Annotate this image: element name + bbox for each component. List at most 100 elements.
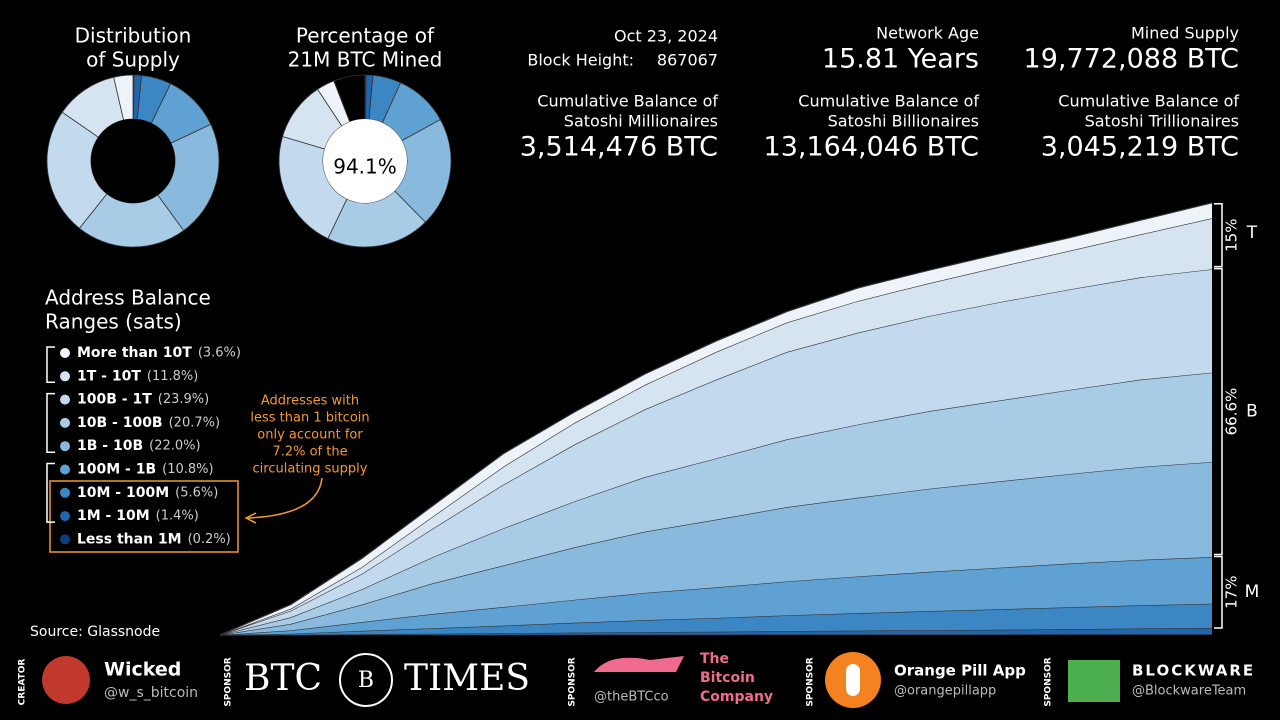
legend-value: (3.6%) [198,346,241,361]
annotation-arrow [247,477,323,519]
band-edge [219,202,1213,636]
legend-label: 1B - 10B [77,438,143,454]
annotation-line: only account for [257,428,363,443]
bracket [1214,203,1223,268]
sponsor-logo [594,656,684,672]
sponsor-name: BTC [244,658,322,699]
stat-label: Satoshi Billionaires [828,112,979,131]
stat-value: 3,514,476 BTC [520,132,718,163]
stat-label: Cumulative Balance of [1058,92,1239,111]
bracket-letter: T [1246,223,1258,243]
legend-dot [60,348,70,358]
age-label: Network Age [876,24,979,43]
legend-value: (11.8%) [147,369,198,384]
legend-dot [60,534,70,545]
creator: Wicked [104,659,181,681]
legend-value: (23.9%) [158,392,209,407]
sponsor-logo [339,653,393,707]
stats: Oct 23, 2024 Block Height: 867067 Networ… [520,24,1240,163]
annotation-line: circulating supply [253,462,368,477]
annotation-line: 7.2% of the [272,445,347,460]
footer: CREATOR Wicked @w_s_bitcoin SPONSOR BTC … [0,642,1280,720]
sponsor-name: Orange Pill App [894,662,1026,680]
footer-bg [0,642,1280,720]
annotation: Addresses with less than 1 bitcoin only … [49,394,370,553]
sponsor-logo-letter: B [358,668,374,693]
bracket-share: 66.6% [1223,388,1241,436]
annotation-line: less than 1 bitcoin [250,411,369,426]
sponsor-logo-pill [846,664,860,696]
area-band [220,461,1212,635]
tag: CREATOR [18,659,28,706]
stat-label: Satoshi Millionaires [564,112,718,131]
donut-title: of Supply [86,48,180,72]
sponsor-name: Company [700,689,773,705]
mined-label: Mined Supply [1131,24,1239,43]
sponsor-handle: @BlockwareTeam [1132,684,1246,699]
legend-label: 1T - 10T [77,368,141,384]
tag: SPONSOR [224,657,234,706]
legend-value: (22.0%) [149,439,200,454]
stat-label: Cumulative Balance of [537,92,718,111]
tag: SPONSOR [1044,657,1054,706]
sponsor-name: BLOCKWARE [1132,662,1255,680]
mined: 19,772,088 BTC [1024,44,1239,75]
source: Source: Glassnode [30,624,160,640]
legend-dot [60,511,70,522]
bracket-letter: M [1245,582,1260,602]
sponsor-name: TIMES [404,658,530,699]
legend-bracket [46,346,55,384]
legend-label: 10M - 100M [77,485,169,501]
legend-label: 1M - 10M [77,508,150,524]
legend-label: Less than 1M [77,531,182,547]
legend-title: Ranges (sats) [45,310,182,334]
area-band [220,628,1212,635]
legend-label: 100B - 1T [77,392,152,408]
legend-title: Address Balance [45,286,211,310]
center-label: 94.1% [333,155,397,179]
block-height: 867067 [657,51,718,70]
bracket-letter: B [1246,402,1258,422]
tag: SPONSOR [568,657,578,706]
legend-dot [60,487,70,498]
sponsor-logo [1068,660,1120,702]
legend-bracket [46,462,55,523]
tag: SPONSOR [806,657,816,706]
block-label: Block Height: [527,51,634,70]
annotation-arrowhead [244,512,257,524]
age: 15.81 Years [822,44,979,75]
legend-dot [60,371,70,382]
legend-label: 100M - 1B [77,462,156,478]
legend-label: 10B - 100B [77,415,163,431]
donut-title: Distribution [75,24,192,48]
legend-dot [60,464,70,475]
bracket-share: 17% [1223,576,1241,609]
sponsor-name: The [700,651,729,667]
date: Oct 23, 2024 [614,27,718,46]
sponsor-handle: @orangepillapp [894,684,996,699]
legend-value: (5.6%) [175,485,218,500]
band-edge [219,371,1213,636]
legend-dot [60,441,70,452]
creator-handle: @w_s_bitcoin [104,685,198,701]
donut-hole [91,119,175,203]
bracket [1214,267,1223,556]
stat-label: Satoshi Trillionaires [1085,112,1239,131]
stat-value: 13,164,046 BTC [764,132,979,163]
sponsor-name: Bitcoin [700,670,755,686]
legend-value: (10.8%) [162,462,213,477]
legend-dot [60,394,70,405]
annotation-line: Addresses with [261,394,359,409]
area-band [220,218,1212,635]
donut-title: 21M BTC Mined [288,48,443,72]
bracket [1214,555,1223,629]
creator-logo [42,656,90,704]
donut-hole [323,119,407,203]
area-band [220,269,1212,635]
highlight-box [49,480,239,553]
bracket-share: 15% [1223,219,1241,252]
legend-value: (20.7%) [169,415,220,430]
legend-value: (1.4%) [156,509,199,524]
stat-value: 3,045,219 BTC [1041,132,1239,163]
